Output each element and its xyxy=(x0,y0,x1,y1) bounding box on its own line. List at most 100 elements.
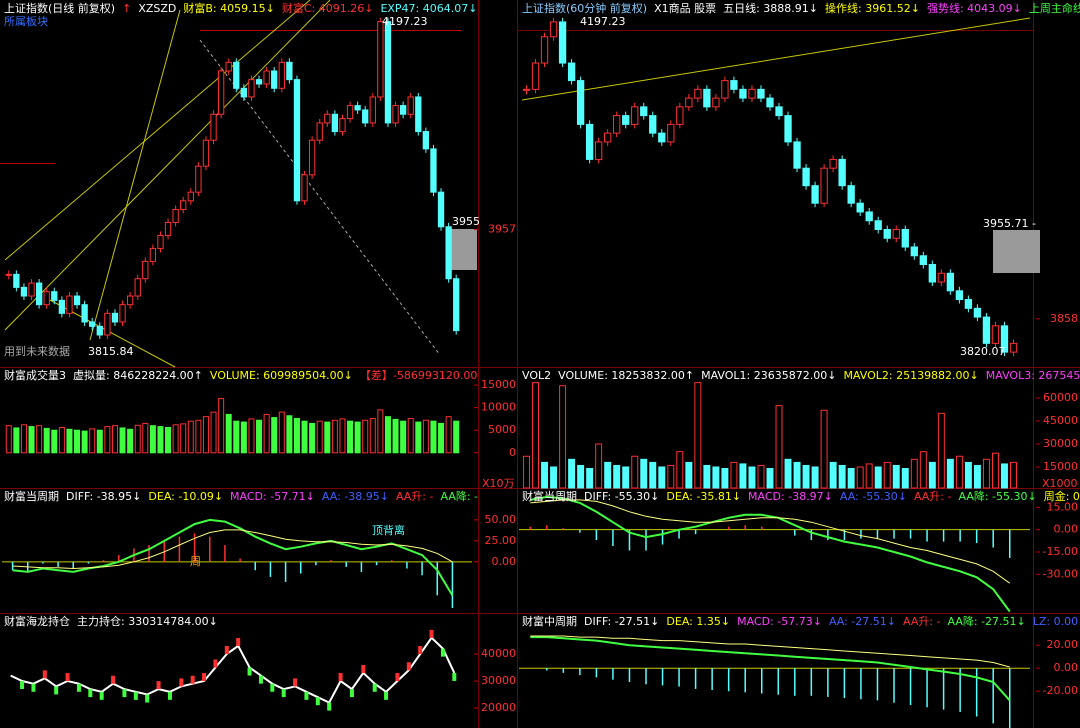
header-item: DEA: -35.81↓ xyxy=(666,490,741,503)
volume-bar xyxy=(847,468,855,489)
volume-bar xyxy=(928,461,936,489)
volume-bar xyxy=(157,426,164,454)
annotation: 3820.07 xyxy=(960,345,1006,358)
volume-bar xyxy=(874,466,882,489)
volume-bar xyxy=(658,466,666,489)
annotation: 3955.71 - xyxy=(983,217,1036,230)
volume-bar xyxy=(248,418,255,454)
position-marker xyxy=(281,689,286,698)
volume-bar xyxy=(400,420,407,454)
candle xyxy=(134,278,141,297)
position-marker xyxy=(213,659,218,668)
header-item: MACD: -38.97↓ xyxy=(748,490,833,503)
plot-area xyxy=(522,17,1018,357)
position-marker xyxy=(76,683,81,692)
candle xyxy=(126,295,134,306)
candle xyxy=(982,316,991,344)
y-tick-label: 10000 xyxy=(481,401,516,414)
candle xyxy=(649,115,657,134)
candle xyxy=(721,80,729,99)
candle xyxy=(248,79,255,98)
candle xyxy=(1009,342,1018,353)
position-marker xyxy=(54,686,59,695)
candle xyxy=(594,141,603,160)
volume-bar xyxy=(595,443,603,489)
candle xyxy=(820,167,828,204)
candle xyxy=(399,105,407,115)
header-item: 五日线: 3888.91↓ xyxy=(723,1,818,15)
volume-bar xyxy=(820,409,828,489)
volume-bar xyxy=(74,429,81,454)
position-marker xyxy=(156,681,161,690)
volume-bar xyxy=(210,411,217,454)
series-line xyxy=(10,636,456,704)
position-marker xyxy=(65,673,70,682)
y-tick-label: 45000 xyxy=(1043,414,1078,427)
volume-bar xyxy=(149,425,156,454)
candle xyxy=(585,123,594,160)
volume-bar xyxy=(134,424,141,454)
series-line xyxy=(530,495,1011,613)
volume-bar xyxy=(577,464,585,489)
header-item: DEA: 1.35↓ xyxy=(666,615,730,628)
candle xyxy=(422,131,430,150)
header-item: LZ: 0.00 xyxy=(1033,615,1078,628)
volume-bar xyxy=(339,418,346,454)
annotation: X1000 xyxy=(1042,477,1078,490)
candle xyxy=(187,191,194,202)
position-marker xyxy=(20,681,25,690)
candle xyxy=(43,291,50,306)
series-line xyxy=(530,635,1010,668)
candle xyxy=(540,36,549,64)
volume-bar xyxy=(982,458,990,489)
volume-bar xyxy=(36,425,43,454)
volume-bar xyxy=(964,461,972,489)
volume-bar xyxy=(104,426,111,454)
candle xyxy=(324,113,331,124)
annotation: 3955 xyxy=(452,215,480,228)
position-marker xyxy=(236,637,241,646)
volume-bar xyxy=(43,427,50,454)
annotation: 4197.23 xyxy=(580,15,626,28)
header-item: 强势线: 4043.09↓ xyxy=(927,1,1022,15)
candle xyxy=(567,62,576,82)
candle xyxy=(96,325,103,336)
y-tick-label: 3957 xyxy=(488,222,516,235)
position-marker xyxy=(293,678,298,687)
volume-bar xyxy=(640,458,648,489)
candle xyxy=(339,118,346,133)
volume-bar xyxy=(89,428,96,454)
candle xyxy=(558,21,567,64)
candle xyxy=(89,321,96,327)
candle xyxy=(766,97,774,108)
annotation: 用到未来数据 xyxy=(4,344,70,358)
y-tick-label: 60000 xyxy=(1043,391,1078,404)
volume-bar xyxy=(142,422,149,454)
series-line xyxy=(530,636,1011,702)
candle xyxy=(430,148,437,193)
position-marker xyxy=(122,689,127,698)
header-item: MAVOL3: 26754514.00↓ xyxy=(986,369,1080,382)
y-tick-label: 30000 xyxy=(1043,437,1078,450)
candle xyxy=(694,88,702,99)
header-item: 财富成交量3 xyxy=(4,368,66,382)
volume-bar xyxy=(20,424,27,454)
position-marker xyxy=(327,702,332,711)
header-item: MACD: -57.73↓ xyxy=(737,615,822,628)
candle xyxy=(802,167,810,187)
candle xyxy=(111,312,119,323)
header-item: 上周主命线: 4 xyxy=(1029,1,1080,15)
position-marker xyxy=(406,662,411,671)
candle xyxy=(757,88,765,99)
candle xyxy=(119,304,126,323)
candle xyxy=(308,139,316,176)
candle xyxy=(865,211,873,222)
volume-bar xyxy=(438,422,445,454)
position-marker xyxy=(452,672,457,681)
plot-area xyxy=(2,518,472,608)
volume-bar xyxy=(775,405,783,489)
